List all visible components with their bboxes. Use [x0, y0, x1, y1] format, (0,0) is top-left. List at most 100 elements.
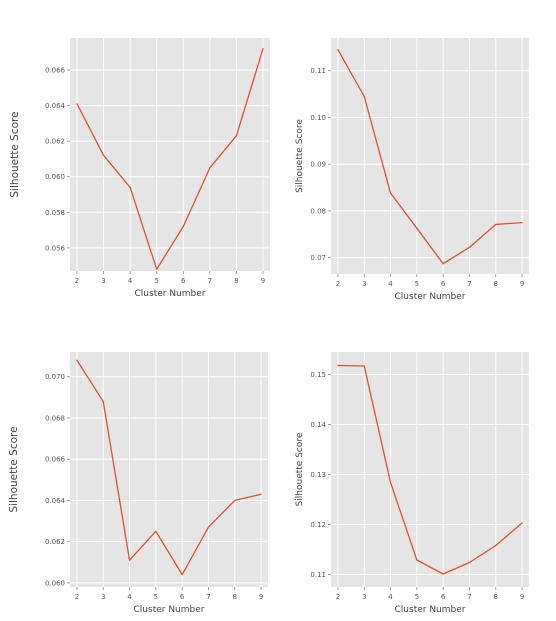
x-tick-label: 7	[467, 280, 471, 288]
x-tick-label: 3	[101, 593, 105, 601]
x-tick-label: 5	[415, 593, 419, 601]
data-point	[521, 221, 523, 224]
plot-area-background	[331, 38, 529, 274]
x-tick-label: 3	[362, 280, 366, 288]
data-point	[442, 263, 444, 265]
data-point	[468, 561, 471, 564]
plot-area-background	[331, 352, 529, 587]
x-axis-label: Cluster Number	[395, 292, 466, 302]
y-tick-label: 0.066	[45, 67, 66, 75]
x-tick-label: 6	[441, 280, 446, 288]
x-tick-label: 9	[261, 277, 265, 285]
data-point	[102, 400, 104, 403]
y-tick-label: 0.064	[45, 497, 66, 505]
x-tick-label: 4	[128, 277, 133, 285]
series-line	[337, 49, 523, 265]
x-tick-label: 5	[415, 280, 419, 288]
x-tick-label: 2	[336, 280, 340, 288]
series-line	[76, 359, 262, 576]
x-tick-label: 4	[388, 593, 393, 601]
chart-panel-4: 0.11 0.12 0.13 0.14 0.15 2 3 4 5 6 7 8 9 Cluster Numb…	[295, 352, 529, 615]
x-tick-label: 5	[154, 277, 158, 285]
data-point	[521, 522, 523, 524]
x-tick-label: 8	[233, 593, 237, 601]
x-tick-label: 8	[234, 277, 238, 285]
x-axis-label: Cluster Number	[135, 289, 206, 299]
data-point	[128, 559, 131, 561]
x-tick-label: 4	[388, 280, 393, 288]
data-point	[234, 499, 236, 502]
data-point	[389, 481, 392, 484]
data-point	[129, 186, 131, 189]
x-tick-label: 2	[336, 593, 340, 601]
chart-panel-2: 0.07 0.08 0.09 0.10 0.11 2 3 4 5 6 7 8 9 Cluster Numb…	[295, 38, 529, 302]
y-axis-label: Silhouette Score	[9, 111, 21, 197]
y-tick-label: 0.062	[45, 138, 65, 146]
x-tick-label: 3	[362, 593, 366, 601]
y-axis-label: Silhouette Score	[295, 119, 305, 193]
y-tick-label: 0.058	[45, 209, 65, 217]
data-point	[416, 227, 418, 229]
x-axis-label: Cluster Number	[395, 605, 466, 615]
data-point	[156, 268, 158, 270]
y-axis-label: Silhouette Score	[8, 426, 20, 512]
y-tick-label: 0.14	[310, 421, 326, 429]
y-tick-label: 0.07	[310, 254, 326, 262]
x-tick-label: 9	[520, 280, 524, 288]
y-tick-label: 0.13	[310, 471, 326, 479]
series-line	[76, 48, 264, 270]
x-tick-label: 4	[127, 593, 132, 601]
data-point	[76, 359, 78, 361]
x-tick-label: 6	[180, 593, 185, 601]
x-tick-label: 7	[206, 593, 210, 601]
x-tick-label: 2	[75, 277, 79, 285]
data-point	[337, 364, 339, 367]
y-tick-label: 0.15	[310, 371, 326, 379]
data-point	[155, 530, 157, 532]
y-tick-label: 0.08	[310, 207, 326, 215]
x-axis-label: Cluster Number	[134, 605, 205, 615]
data-point	[76, 103, 78, 105]
y-tick-label: 0.11	[310, 67, 326, 75]
data-point	[389, 192, 392, 194]
x-tick-label: 7	[208, 277, 212, 285]
x-tick-label: 5	[154, 593, 158, 601]
x-tick-label: 9	[259, 593, 263, 601]
y-tick-label: 0.062	[45, 538, 65, 546]
plot-area-background	[70, 38, 270, 271]
data-point	[182, 225, 184, 228]
y-tick-label: 0.066	[45, 456, 66, 464]
x-tick-label: 8	[494, 593, 498, 601]
y-tick-label: 0.060	[45, 173, 65, 181]
y-tick-label: 0.070	[45, 373, 65, 381]
data-point	[262, 48, 264, 50]
x-tick-label: 6	[441, 593, 446, 601]
data-point	[495, 544, 497, 547]
x-tick-label: 9	[520, 593, 524, 601]
y-tick-label: 0.068	[45, 414, 65, 422]
data-point	[495, 223, 497, 226]
chart-panel-1: 0.056 0.058 0.060 0.062 0.064 0.066 2 3 4 5 6 7 8 9 Cl…	[9, 38, 270, 299]
y-axis-label: Silhouette Score	[295, 432, 305, 506]
data-point	[468, 246, 471, 248]
data-point	[181, 574, 183, 576]
y-tick-label: 0.060	[45, 579, 65, 587]
data-point	[260, 493, 262, 495]
data-point	[442, 573, 444, 575]
data-point	[363, 365, 365, 367]
y-tick-label: 0.056	[45, 244, 66, 252]
data-point	[416, 559, 418, 561]
y-tick-label: 0.12	[310, 521, 326, 529]
data-point	[337, 49, 339, 51]
x-tick-label: 6	[181, 277, 186, 285]
chart-panel-3: 0.060 0.062 0.064 0.066 0.068 0.070 2 3 4 5 6 7 8 9 Cl…	[8, 352, 268, 615]
y-tick-label: 0.09	[310, 161, 326, 169]
x-tick-label: 7	[467, 593, 471, 601]
y-tick-label: 0.10	[310, 114, 326, 122]
series-line	[337, 364, 523, 575]
data-point	[209, 167, 211, 169]
data-point	[102, 154, 105, 156]
x-tick-label: 2	[75, 593, 79, 601]
data-point	[363, 95, 365, 98]
